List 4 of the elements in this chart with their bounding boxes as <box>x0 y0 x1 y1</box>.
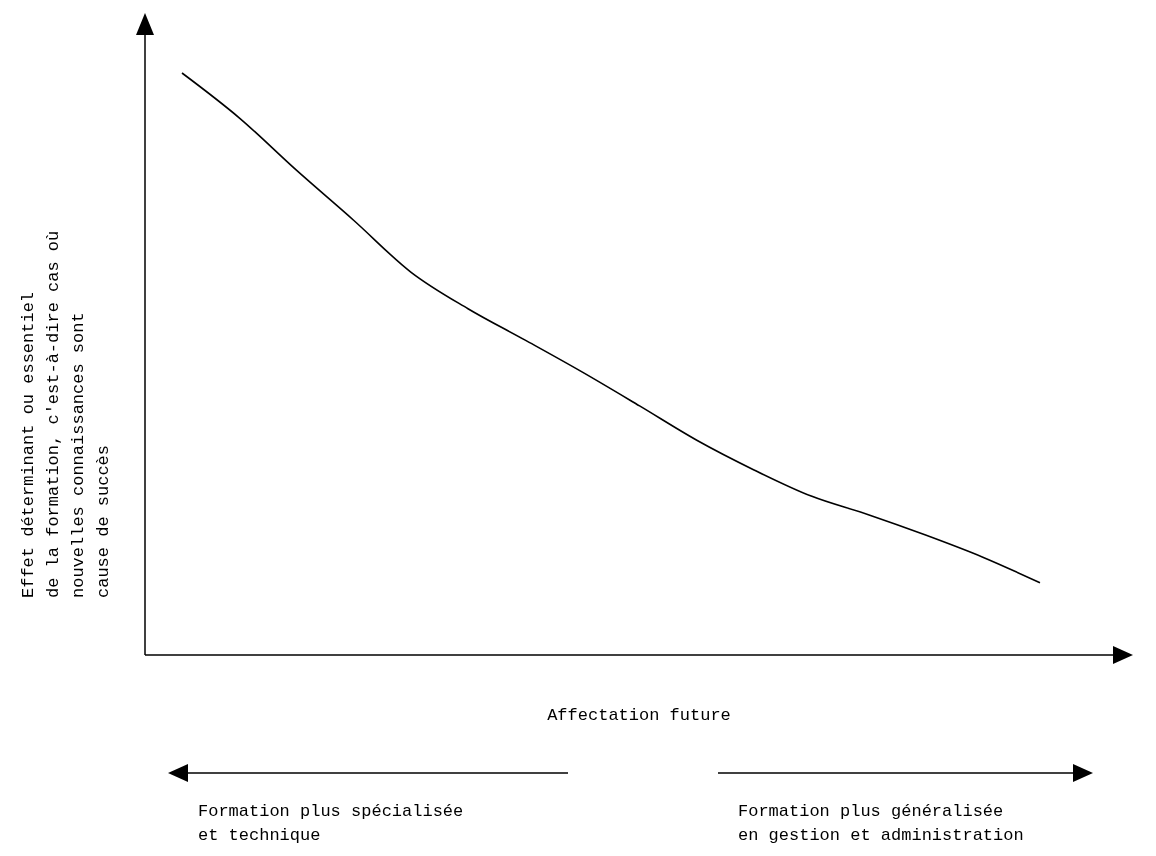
text: Formation plus spécialisée et technique <box>198 802 464 845</box>
x-axis-title: Affectation future <box>547 706 731 725</box>
text: Formation plus généralisée en gestion et administration <box>738 802 1024 845</box>
y-axis-title: Effet déterminant ou essentiel de la formation, c'est-à-dire cas où nouvelles connaissances sont cause de succès <box>19 230 114 598</box>
